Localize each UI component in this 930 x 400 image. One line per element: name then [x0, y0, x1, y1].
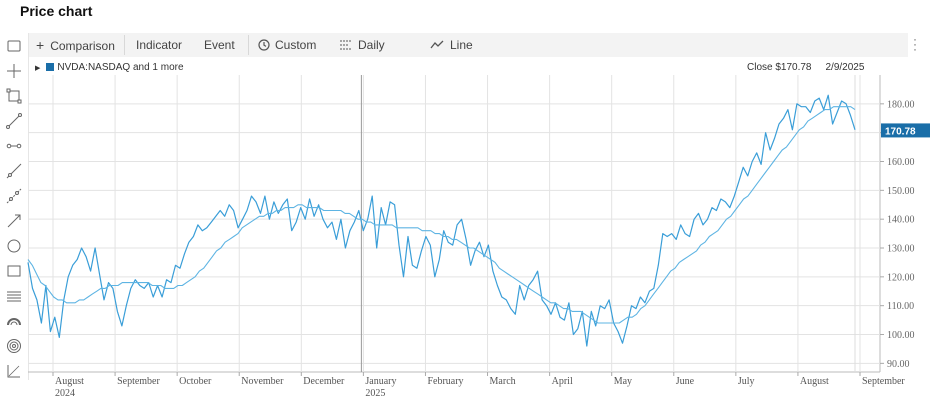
date-range-label: Custom — [275, 38, 317, 52]
series-color-swatch — [46, 63, 55, 71]
crosshair-icon[interactable] — [6, 63, 22, 79]
y-tick-label: 120.00 — [887, 272, 915, 283]
x-tick-label: January — [365, 376, 396, 387]
x-tick-label: August — [800, 376, 829, 387]
fibonacci-icon[interactable] — [6, 363, 22, 379]
y-tick-label: 150.00 — [887, 186, 915, 197]
plus-icon: + — [36, 37, 45, 53]
x-tick-label: February — [427, 376, 463, 387]
last-price-badge-bg — [881, 123, 930, 138]
interval-label: Daily — [358, 38, 385, 52]
x-tick-label: September — [117, 376, 160, 387]
rectangle-icon[interactable] — [6, 263, 22, 279]
close-info: Close $170.78 2/9/2025 — [747, 62, 864, 73]
x-tick-label: June — [676, 376, 695, 387]
last-price-badge-label: 170.78 — [885, 126, 916, 137]
x-tick-label: November — [241, 376, 284, 387]
interval-icon — [340, 34, 352, 58]
cursor-crosshair-icon[interactable] — [6, 38, 22, 54]
y-axis: 90.00 100.00 110.00 120.00 130.00 140.00 150.0… — [887, 99, 915, 370]
series-legend[interactable]: ▶ NVDA:NASDAQ and 1 more — [35, 62, 184, 73]
y-tick-label: 140.00 — [887, 215, 915, 226]
arc-icon[interactable] — [6, 313, 22, 329]
drawing-tools-sidebar — [0, 33, 29, 380]
extended-line-icon[interactable] — [6, 188, 22, 204]
y-tick-label: 160.00 — [887, 157, 915, 168]
target-icon[interactable] — [6, 338, 22, 354]
x-tick-label: March — [490, 376, 516, 387]
moving-average-line — [27, 106, 856, 324]
comparison-label: Comparison — [50, 39, 115, 53]
more-options-icon[interactable]: · · · — [913, 32, 917, 56]
close-date: 2/9/2025 — [825, 62, 865, 73]
trend-line-icon[interactable] — [6, 163, 22, 179]
chart-type-button[interactable]: Line — [430, 33, 473, 57]
zoom-select-icon[interactable] — [6, 88, 22, 104]
y-tick-label: 130.00 — [887, 244, 915, 255]
date-range-button[interactable]: Custom — [258, 33, 316, 57]
x-tick-year: 2025 — [365, 388, 385, 399]
x-tick-label: August — [55, 376, 84, 387]
y-tick-label: 90.00 — [887, 359, 910, 370]
close-price: Close $170.78 — [747, 62, 812, 73]
horizontal-ray-icon[interactable] — [6, 138, 22, 154]
y-tick-label: 180.00 — [887, 99, 915, 110]
circle-icon[interactable] — [6, 238, 22, 254]
x-tick-label: May — [614, 376, 632, 387]
pencil-icon[interactable] — [6, 113, 22, 129]
x-tick-label: April — [552, 376, 573, 387]
event-button[interactable]: Event — [204, 38, 235, 52]
expand-triangle-icon[interactable]: ▶ — [35, 65, 41, 72]
page-title: Price chart — [20, 3, 93, 19]
x-tick-year: 2024 — [55, 388, 75, 399]
chart-grid — [28, 75, 884, 376]
line-chart-icon — [430, 34, 444, 58]
clock-icon — [258, 35, 270, 59]
arrow-line-icon[interactable] — [6, 213, 22, 229]
indicator-button[interactable]: Indicator — [136, 38, 183, 52]
last-price-badge: 170.78 — [881, 123, 930, 138]
legend-label: NVDA:NASDAQ and 1 more — [57, 62, 184, 73]
chart-toolbar: + Comparison Indicator Event Custom Daily… — [28, 33, 908, 57]
chart-type-label: Line — [450, 38, 473, 52]
parallel-lines-icon[interactable] — [6, 288, 22, 304]
interval-button[interactable]: Daily — [340, 33, 385, 57]
y-tick-label: 110.00 — [887, 301, 914, 312]
x-tick-label: September — [862, 376, 905, 387]
price-line — [27, 94, 856, 347]
x-tick-label: July — [738, 376, 755, 387]
comparison-button[interactable]: + Comparison — [36, 33, 115, 57]
chart-lines — [27, 94, 856, 347]
x-tick-label: December — [303, 376, 345, 387]
y-tick-label: 100.00 — [887, 330, 915, 341]
x-tick-label: October — [179, 376, 212, 387]
